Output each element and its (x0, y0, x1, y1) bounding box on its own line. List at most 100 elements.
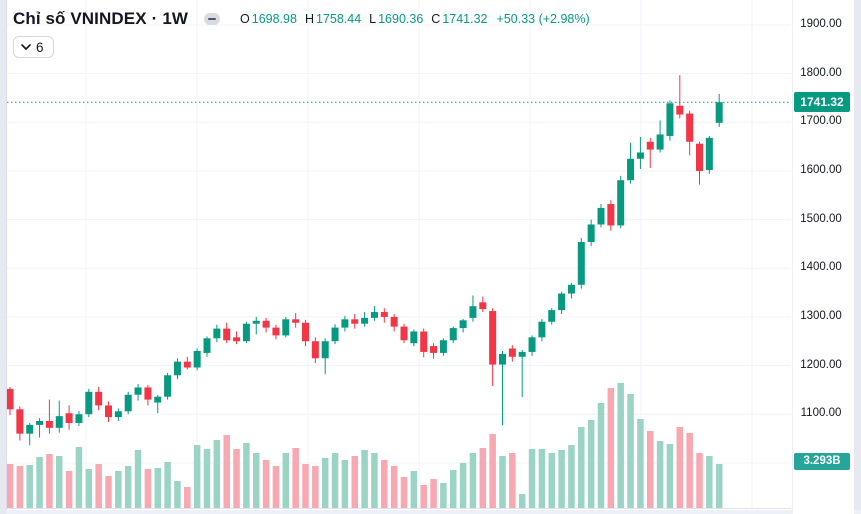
candle-body (154, 396, 162, 403)
candle-body (282, 319, 290, 336)
candle-body (45, 421, 53, 428)
candle-body (223, 328, 231, 341)
price-axis[interactable]: 1741.32 3.293B 1900.00 1800.00 1700.00 1600… (792, 0, 854, 514)
candle-body (617, 180, 625, 226)
close-value: 1741.32 (442, 12, 488, 26)
volume-bar (56, 455, 63, 508)
volume-bar (390, 465, 398, 508)
candle-body (390, 316, 398, 327)
volume-bar (184, 487, 191, 508)
volume-bar (154, 468, 161, 508)
chevron-down-icon (21, 44, 31, 50)
volume-bar (282, 452, 290, 508)
candle-body (262, 320, 270, 328)
volume-bar (558, 449, 565, 508)
volume-bar (36, 457, 43, 508)
volume-bar (400, 476, 408, 508)
candle-body (577, 241, 585, 285)
volume-bar (164, 461, 171, 508)
candle-body (587, 224, 595, 242)
indicator-count-button[interactable]: 6 (13, 36, 54, 58)
candle-body (676, 105, 684, 115)
candle-body (607, 204, 615, 226)
candle-body (252, 320, 260, 324)
candle-body (55, 416, 63, 428)
volume-bar (607, 387, 615, 508)
candle-body (193, 350, 201, 368)
volume-bar (548, 452, 555, 508)
volume-bar (233, 448, 240, 508)
candle-body (36, 421, 44, 425)
candle-body (311, 341, 319, 359)
candle-body (410, 331, 418, 344)
volume-bar (597, 402, 605, 508)
candle-body (627, 158, 635, 181)
volume-bar (381, 459, 388, 508)
volume-bar (115, 470, 122, 508)
candle-body (696, 143, 703, 171)
volume-bar (105, 475, 112, 508)
low-label: L (369, 12, 377, 26)
chart-legend: Chỉ số VNINDEX · 1W O 1698.98 H 1758.44 … (13, 9, 590, 29)
symbol-title[interactable]: Chỉ số VNINDEX (13, 9, 147, 28)
volume-bar (292, 447, 299, 508)
candle-body (341, 319, 349, 328)
price-axis-tick: 1500.00 (800, 212, 842, 225)
candle-body (548, 310, 556, 322)
candle-body (124, 394, 132, 412)
open-value: 1698.98 (251, 12, 297, 26)
volume-bar (518, 493, 526, 508)
volume-bar (65, 470, 73, 508)
candle-body (479, 302, 487, 310)
candle-body (646, 141, 654, 150)
volume-bar (134, 449, 142, 508)
candle-body (16, 409, 24, 434)
change-value: +50.33 (+2.98%) (496, 12, 590, 26)
volume-bar (26, 464, 33, 508)
candle-body (233, 337, 241, 342)
candle-body (213, 328, 221, 339)
candle-body (597, 207, 605, 225)
left-edge-panel (0, 0, 7, 514)
volume-bar (715, 463, 723, 508)
volume-bar (144, 469, 152, 508)
last-price-badge: 1741.32 (794, 92, 850, 113)
volume-bar (440, 482, 447, 508)
candle-body (528, 337, 536, 352)
volume-bar (6, 463, 14, 508)
volume-bar (302, 463, 309, 508)
interval-label[interactable]: 1W (162, 9, 189, 28)
volume-bar (262, 459, 270, 508)
volume-bar (193, 444, 201, 508)
candle-body (242, 323, 250, 342)
price-axis-tick: 1200.00 (800, 358, 842, 371)
volume-bar (85, 469, 93, 508)
volume-bar (16, 465, 24, 508)
volume-bar (203, 448, 211, 508)
volume-bar (499, 455, 506, 508)
candle-body (6, 388, 14, 410)
candle-body (656, 134, 664, 150)
candle-body (558, 293, 566, 311)
volume-bar (666, 443, 674, 508)
candle-body (302, 322, 309, 342)
volume-bar (420, 485, 427, 508)
volume-bar (430, 479, 437, 508)
candle-body (75, 414, 83, 423)
ohlc-values: O 1698.98 H 1758.44 L 1690.36 C 1741.32 … (240, 12, 590, 26)
volume-bar (272, 465, 280, 508)
candle-body (370, 312, 378, 318)
candle-body (449, 328, 457, 341)
candle-body (321, 341, 329, 359)
candle-body (144, 387, 152, 400)
candle-body (686, 113, 694, 142)
low-value: 1690.36 (378, 12, 424, 26)
volume-bar (509, 452, 516, 508)
minus-pill-icon[interactable] (204, 13, 221, 25)
candle-body (164, 375, 172, 397)
volume-bar (243, 442, 250, 508)
candle-body (203, 338, 211, 353)
volume-bar (617, 382, 624, 508)
volume-bar (410, 470, 418, 508)
